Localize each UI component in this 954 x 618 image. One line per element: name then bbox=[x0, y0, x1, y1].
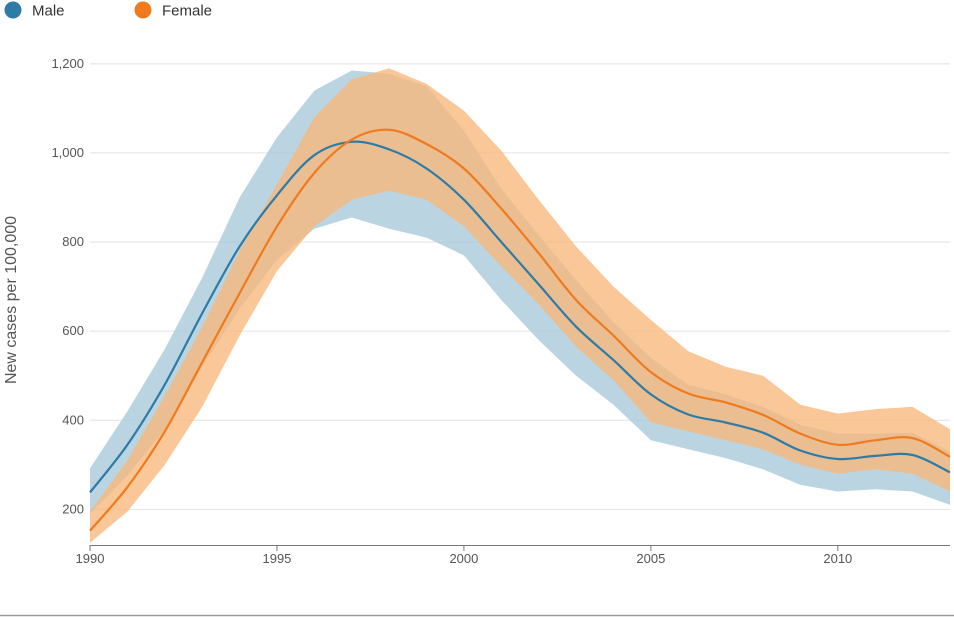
x-tick-label: 2000 bbox=[449, 551, 478, 566]
x-tick-label: 1990 bbox=[76, 551, 105, 566]
y-tick-label: 800 bbox=[62, 234, 84, 249]
x-tick-label: 2005 bbox=[636, 551, 665, 566]
y-tick-label: 200 bbox=[62, 501, 84, 516]
legend: Male Female bbox=[4, 1, 212, 20]
x-tick-label: 1995 bbox=[262, 551, 291, 566]
y-tick-label: 1,200 bbox=[51, 56, 84, 71]
axes: 200 400 600 800 1,000 1,200 1990 1995 2000 2005 20… bbox=[51, 56, 950, 566]
male-legend-swatch bbox=[4, 1, 22, 19]
y-axis-label: New cases per 100,000 bbox=[3, 216, 20, 384]
female-legend-label: Female bbox=[162, 3, 212, 20]
female-legend-swatch bbox=[134, 1, 152, 19]
y-tick-label: 1,000 bbox=[51, 145, 84, 160]
female-series-line bbox=[89, 128, 951, 532]
y-tick-label: 400 bbox=[62, 412, 84, 427]
y-tick-label: 600 bbox=[62, 323, 84, 338]
male-legend-label: Male bbox=[32, 3, 65, 20]
male-series-line bbox=[89, 140, 951, 494]
series-lines bbox=[89, 128, 951, 532]
confidence-bands bbox=[90, 68, 950, 543]
x-tick-label: 2010 bbox=[823, 551, 852, 566]
